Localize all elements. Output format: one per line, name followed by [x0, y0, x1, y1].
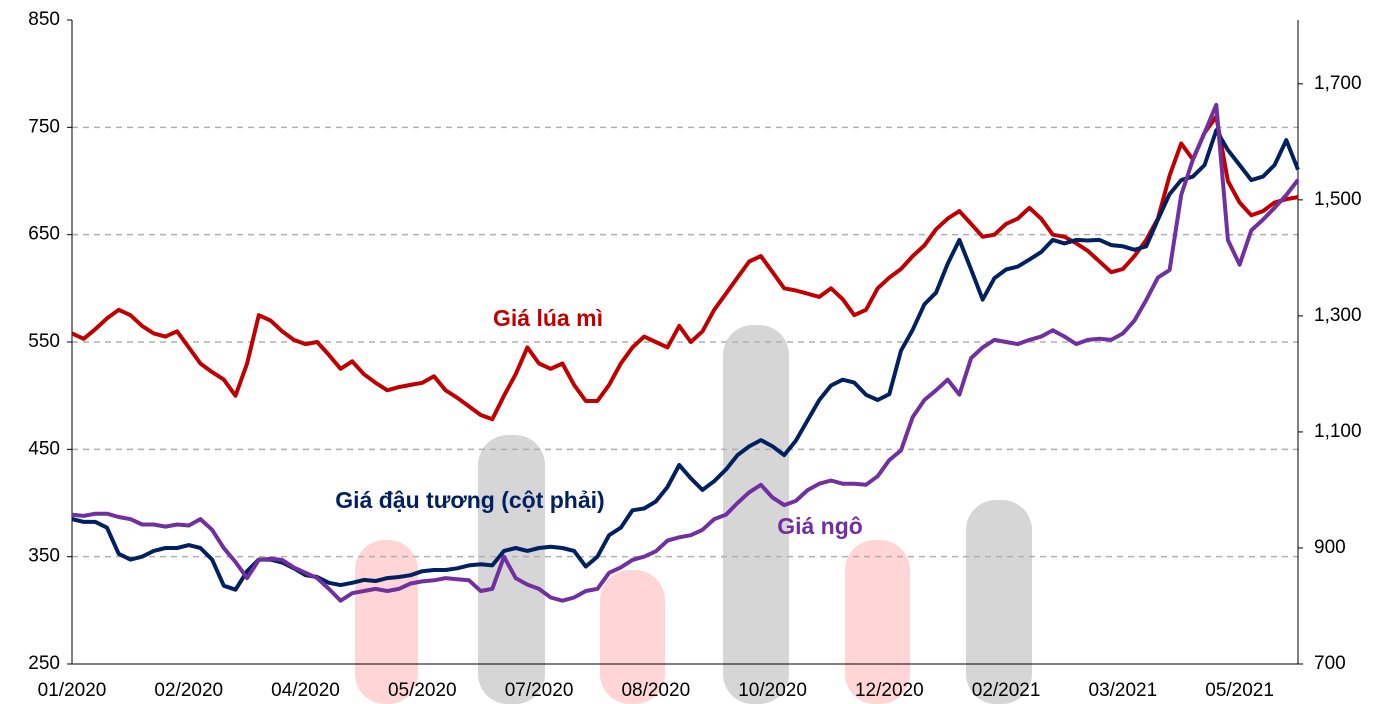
y-tick-label: 850 [28, 9, 60, 30]
x-tick-label: 04/2020 [271, 680, 340, 701]
series-line [71, 128, 1300, 592]
y-tick-label: 250 [28, 653, 60, 674]
annotation: Giá ngô [777, 513, 863, 539]
x-tick-label: 03/2021 [1089, 680, 1158, 701]
y-tick-label: 650 [28, 224, 60, 245]
y2-tick-label: 700 [1314, 653, 1346, 674]
annotation: Giá lúa mì [493, 305, 603, 331]
x-tick-label: 12/2020 [855, 680, 924, 701]
x-tick-label: 01/2020 [38, 680, 107, 701]
y2-tick-label: 1,100 [1314, 421, 1362, 442]
y2-tick-label: 900 [1314, 537, 1346, 558]
x-tick-label: 05/2021 [1205, 680, 1274, 701]
y-tick-label: 450 [28, 438, 60, 459]
x-tick-label: 07/2020 [505, 680, 574, 701]
x-tick-label: 05/2020 [388, 680, 457, 701]
y2-tick-label: 1,700 [1314, 73, 1362, 94]
event-shades [355, 325, 1032, 704]
x-tick-label: 08/2020 [621, 680, 690, 701]
series-line [71, 102, 1300, 603]
shade [723, 325, 789, 704]
y2-tick-label: 1,300 [1314, 305, 1362, 326]
x-tick-label: 02/2020 [154, 680, 223, 701]
shade [966, 500, 1032, 704]
shade [845, 540, 910, 704]
x-tick-label: 02/2021 [972, 680, 1041, 701]
y-tick-label: 750 [28, 116, 60, 137]
annotation: Giá đậu tương (cột phải) [335, 487, 604, 513]
y-tick-label: 350 [28, 546, 60, 567]
x-tick-label: 10/2020 [738, 680, 807, 701]
shade [600, 570, 665, 704]
y-tick-label: 550 [28, 331, 60, 352]
y2-tick-label: 1,500 [1314, 189, 1362, 210]
series-line [71, 114, 1299, 422]
